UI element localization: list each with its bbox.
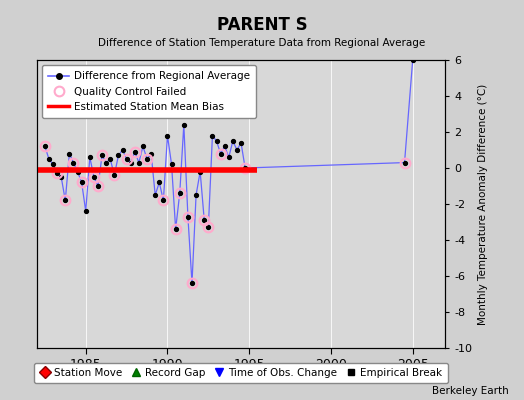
Text: Difference of Station Temperature Data from Regional Average: Difference of Station Temperature Data f…	[99, 38, 425, 48]
Legend: Station Move, Record Gap, Time of Obs. Change, Empirical Break: Station Move, Record Gap, Time of Obs. C…	[34, 363, 448, 383]
Text: PARENT S: PARENT S	[217, 16, 307, 34]
Text: Berkeley Earth: Berkeley Earth	[432, 386, 508, 396]
Y-axis label: Monthly Temperature Anomaly Difference (°C): Monthly Temperature Anomaly Difference (…	[478, 83, 488, 325]
